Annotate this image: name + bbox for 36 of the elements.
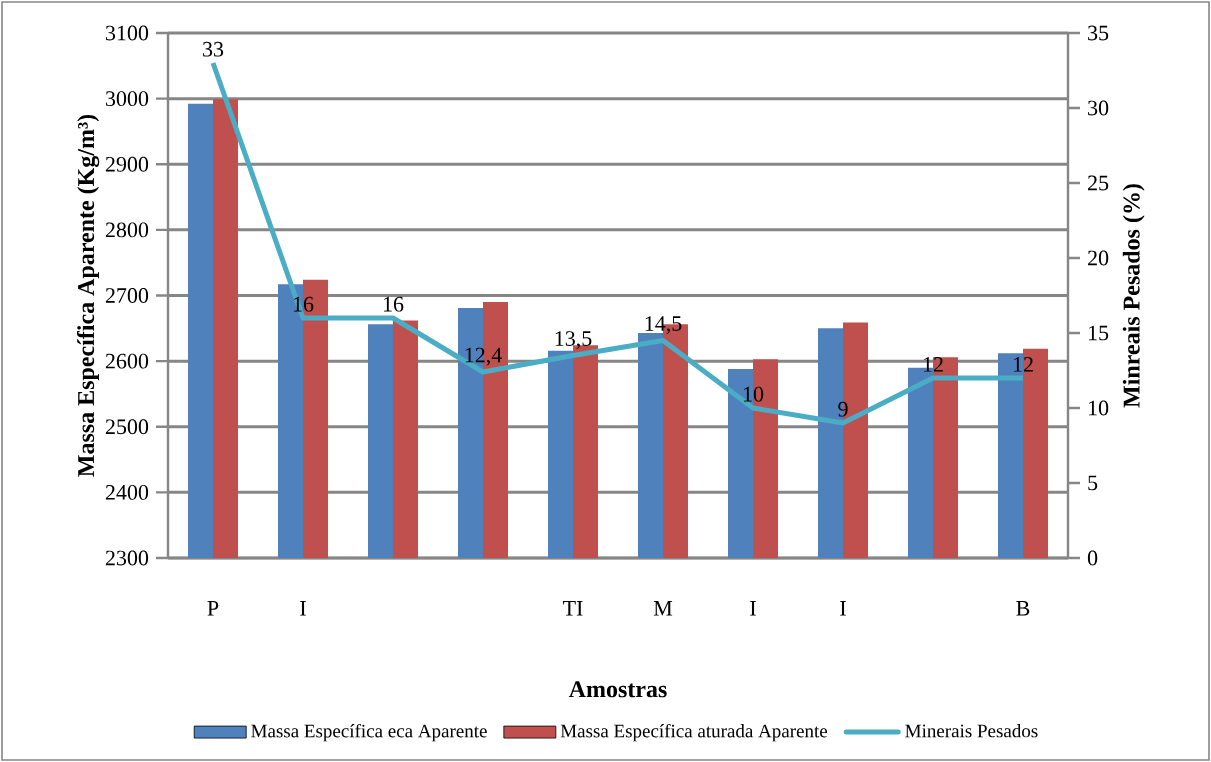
y-axis-title: Massa Específica Aparente (Kg/m³) bbox=[77, 114, 100, 477]
x-tick-label: TI bbox=[563, 601, 583, 616]
data-label: 9 bbox=[838, 401, 848, 417]
data-label: 12 bbox=[923, 357, 943, 372]
x-tick-label: I bbox=[840, 601, 846, 616]
y2-tick-label: 20 bbox=[1088, 250, 1109, 266]
y-tick-label: 2700 bbox=[105, 288, 149, 303]
y2-tick-label: 15 bbox=[1089, 325, 1109, 341]
data-label: 13,5 bbox=[555, 331, 592, 350]
y2-tick-label: 10 bbox=[1089, 400, 1109, 416]
x-tick-label: I bbox=[750, 601, 756, 616]
y2-tick-label: 30 bbox=[1088, 100, 1109, 116]
y-tick-label: 3100 bbox=[106, 25, 149, 41]
y2-tick-label: 35 bbox=[1088, 25, 1109, 41]
x-tick-label: I bbox=[300, 601, 306, 616]
y-tick-label: 2900 bbox=[105, 156, 149, 172]
legend-label: Massa Específica aturada Aparente bbox=[560, 723, 828, 742]
y-tick-label: 2400 bbox=[105, 484, 149, 500]
data-label: 14,5 bbox=[645, 316, 682, 335]
legend-label: Massa Específica eca Aparente bbox=[251, 723, 487, 742]
y2-tick-label: 25 bbox=[1088, 175, 1109, 191]
y-tick-label: 2300 bbox=[105, 550, 149, 566]
x-tick-label: M bbox=[653, 601, 673, 616]
x-tick-label: B bbox=[1016, 601, 1030, 616]
data-label: 33 bbox=[203, 41, 224, 57]
y-tick-label: 2500 bbox=[105, 419, 149, 435]
x-tick-label: P bbox=[207, 601, 219, 616]
y2-axis-title: Minreais Pesados (%) bbox=[1122, 184, 1145, 408]
y2-tick-label: 0 bbox=[1087, 550, 1098, 566]
y-tick-label: 2800 bbox=[105, 222, 149, 238]
y-tick-label: 2600 bbox=[105, 353, 149, 369]
y-tick-label: 3000 bbox=[106, 91, 149, 107]
y2-tick-label: 5 bbox=[1088, 475, 1098, 491]
x-axis-title: Amostras bbox=[568, 681, 667, 698]
data-label: 16 bbox=[383, 296, 404, 312]
legend-label: Minerais Pesados bbox=[905, 724, 1038, 738]
